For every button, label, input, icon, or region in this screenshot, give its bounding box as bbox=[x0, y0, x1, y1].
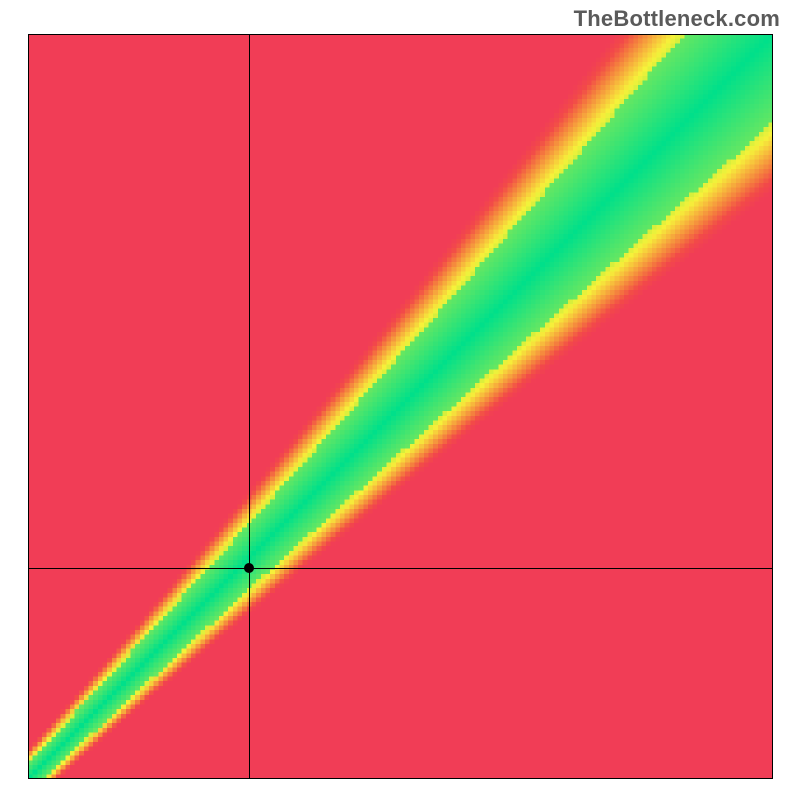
bottleneck-heatmap bbox=[28, 34, 773, 779]
crosshair-horizontal bbox=[28, 568, 773, 569]
heatmap-canvas bbox=[28, 34, 773, 779]
crosshair-vertical bbox=[249, 34, 250, 779]
watermark-label: TheBottleneck.com bbox=[574, 6, 780, 32]
